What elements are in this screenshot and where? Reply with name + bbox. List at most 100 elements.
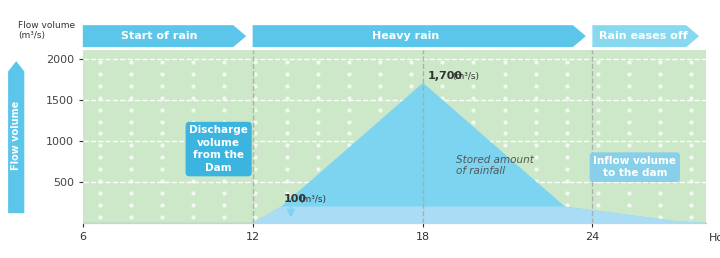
- Point: [624, 215, 635, 219]
- Point: [250, 203, 261, 207]
- Point: [250, 72, 261, 76]
- Point: [468, 60, 480, 64]
- Point: [561, 215, 572, 219]
- Point: [125, 203, 137, 207]
- Point: [281, 119, 292, 124]
- Point: [405, 119, 417, 124]
- Point: [343, 155, 355, 159]
- Point: [468, 131, 480, 135]
- Point: [219, 84, 230, 88]
- Point: [312, 119, 323, 124]
- Point: [624, 191, 635, 195]
- Point: [685, 131, 697, 135]
- Point: [281, 203, 292, 207]
- Point: [530, 191, 541, 195]
- Point: [436, 108, 448, 112]
- Point: [125, 84, 137, 88]
- Point: [125, 179, 137, 183]
- Point: [593, 95, 604, 100]
- Point: [405, 143, 417, 147]
- Point: [156, 143, 168, 147]
- Point: [125, 72, 137, 76]
- Point: [468, 179, 480, 183]
- Point: [156, 167, 168, 171]
- Point: [468, 95, 480, 100]
- Text: Inflow volume
to the dam: Inflow volume to the dam: [593, 156, 676, 178]
- Point: [374, 108, 386, 112]
- Point: [94, 215, 106, 219]
- Point: [499, 143, 510, 147]
- Point: [436, 72, 448, 76]
- Point: [94, 60, 106, 64]
- Point: [561, 108, 572, 112]
- Point: [374, 72, 386, 76]
- Point: [593, 131, 604, 135]
- Point: [343, 215, 355, 219]
- Point: [530, 203, 541, 207]
- Point: [624, 131, 635, 135]
- Point: [281, 167, 292, 171]
- Point: [499, 84, 510, 88]
- Point: [685, 179, 697, 183]
- Point: [685, 84, 697, 88]
- Point: [624, 203, 635, 207]
- Point: [561, 143, 572, 147]
- Point: [125, 119, 137, 124]
- Point: [250, 215, 261, 219]
- Point: [125, 191, 137, 195]
- Point: [436, 155, 448, 159]
- Point: [312, 167, 323, 171]
- Point: [436, 60, 448, 64]
- Point: [156, 84, 168, 88]
- Point: [219, 95, 230, 100]
- Point: [405, 72, 417, 76]
- Point: [561, 119, 572, 124]
- Text: Hours: Hours: [708, 233, 720, 243]
- Point: [561, 131, 572, 135]
- Point: [281, 60, 292, 64]
- Point: [156, 155, 168, 159]
- Text: 1,700: 1,700: [428, 71, 463, 81]
- Text: Discharge
volume
from the
Dam: Discharge volume from the Dam: [189, 125, 248, 173]
- Point: [468, 191, 480, 195]
- Point: [436, 215, 448, 219]
- Point: [187, 215, 199, 219]
- Point: [94, 84, 106, 88]
- Point: [561, 179, 572, 183]
- Point: [219, 191, 230, 195]
- Point: [499, 203, 510, 207]
- Point: [593, 108, 604, 112]
- Point: [561, 191, 572, 195]
- Point: [530, 131, 541, 135]
- Point: [312, 72, 323, 76]
- Point: [624, 155, 635, 159]
- Point: [436, 203, 448, 207]
- Point: [530, 95, 541, 100]
- Point: [593, 84, 604, 88]
- Point: [343, 203, 355, 207]
- Point: [593, 72, 604, 76]
- Point: [250, 108, 261, 112]
- Point: [219, 179, 230, 183]
- Point: [187, 108, 199, 112]
- Point: [685, 203, 697, 207]
- Point: [624, 108, 635, 112]
- Point: [561, 167, 572, 171]
- Point: [374, 155, 386, 159]
- Point: [624, 119, 635, 124]
- Point: [156, 108, 168, 112]
- Point: [685, 119, 697, 124]
- Point: [343, 72, 355, 76]
- Point: [405, 215, 417, 219]
- Point: [499, 108, 510, 112]
- Point: [405, 95, 417, 100]
- Point: [156, 60, 168, 64]
- Point: [187, 179, 199, 183]
- Point: [94, 95, 106, 100]
- Point: [312, 203, 323, 207]
- Point: [374, 179, 386, 183]
- Point: [530, 179, 541, 183]
- Point: [219, 167, 230, 171]
- Point: [281, 143, 292, 147]
- Point: [654, 108, 666, 112]
